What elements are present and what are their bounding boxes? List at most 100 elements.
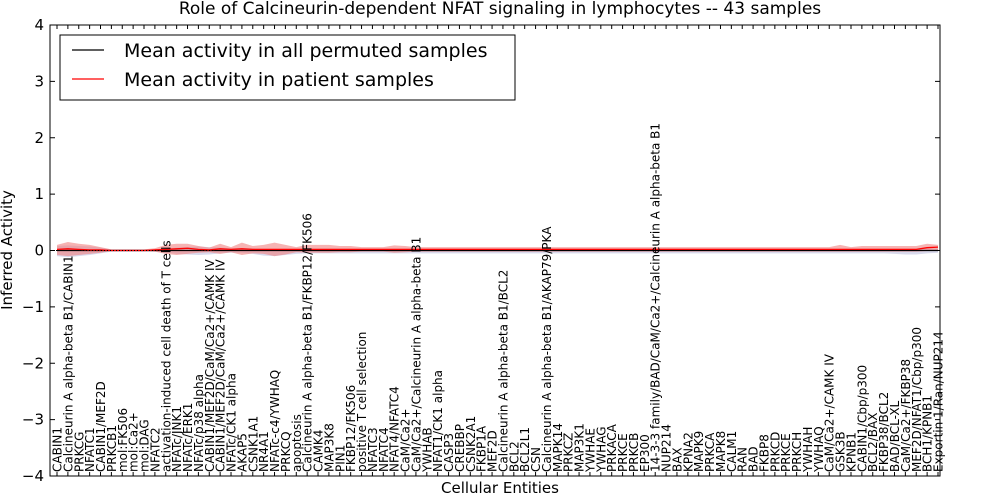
category-label: YWHAG <box>594 426 608 473</box>
category-label: CaM/Ca2+/CAMK IV <box>823 353 837 472</box>
category-label: NFATc/JNK1 <box>170 406 184 472</box>
y-tick-label: 4 <box>34 16 44 34</box>
category-label: RAN <box>736 447 750 472</box>
category-label: CABIN1 <box>51 427 65 472</box>
category-label: YWHAQ <box>812 426 826 473</box>
category-label: MAPK14 <box>551 423 565 472</box>
category-label: CAMK4 <box>312 430 326 472</box>
category-label: MEF2D <box>486 430 500 472</box>
category-label: NR4A1 <box>257 431 271 472</box>
category-label: EP300 <box>638 434 652 472</box>
category-label: PRKCD <box>768 432 782 472</box>
category-label: NFATC3 <box>366 427 380 472</box>
category-label: CABIN1/MEF2D <box>94 381 108 472</box>
category-label: Calcineurin A alpha-beta B1/AKAP79/PKA <box>540 226 554 472</box>
category-label: NFATC4 <box>377 427 391 472</box>
category-label: FKBP8 <box>757 434 771 472</box>
category-label: NFATc/p38 alpha <box>192 374 206 472</box>
category-label: FKBP1A <box>475 425 489 472</box>
category-label: CaM/Ca2+ <box>399 408 413 472</box>
category-label: MAP3K1 <box>573 423 587 472</box>
x-axis-ticks <box>56 25 939 476</box>
category-label: FKBP12/FK506 <box>344 385 358 472</box>
category-label: mol:FK506 <box>116 408 130 472</box>
category-label: apoptosis <box>290 414 304 472</box>
category-label: mol:Ca2+ <box>127 412 141 472</box>
y-tick-label: −1 <box>22 298 44 316</box>
category-label: PRKCG <box>72 432 86 472</box>
category-label: PRKCA <box>703 432 717 472</box>
category-label: NUP214 <box>660 424 674 472</box>
y-tick-label: −4 <box>22 467 44 485</box>
category-label: KPNA2 <box>681 432 695 472</box>
y-tick-label: 0 <box>34 242 44 260</box>
category-label: NFATC2 <box>148 427 162 472</box>
category-label: MAPK8 <box>714 431 728 472</box>
category-label: AKAP5 <box>235 433 249 472</box>
category-label: GSK3B <box>834 431 848 472</box>
legend-label-permuted: Mean activity in all permuted samples <box>124 40 487 62</box>
category-label: CaM/Ca2+/FKBP38 <box>899 359 913 472</box>
y-axis-label: Inferred Activity <box>0 190 16 310</box>
category-label: YWHAH <box>801 427 815 473</box>
category-label: Calcineurin A alpha-beta B1/FKBP12/FK506 <box>301 213 315 472</box>
category-label: MAP3K8 <box>322 423 336 472</box>
category-label: PIN1 <box>333 445 347 472</box>
category-label: mol:DAG <box>138 419 152 472</box>
category-label: MAPK9 <box>692 431 706 472</box>
y-tick-label: 1 <box>34 185 44 203</box>
category-label: CaM/Ca2+/Calcineurin A alpha-beta B1 <box>409 237 423 472</box>
category-label: BCL2 <box>507 441 521 472</box>
category-label: BAD <box>747 446 761 472</box>
category-label: PRKCB1 <box>105 425 119 472</box>
legend: Mean activity in all permuted samples Me… <box>59 34 516 101</box>
y-axis-ticks: 4 3 2 1 0 −1 −2 −3 −4 <box>22 16 940 485</box>
category-label: CABIN1/MEF2D/CaM/Ca2+/CAMK IV <box>214 258 228 472</box>
category-label: Exportin 1/Ran/NUP214 <box>932 331 946 472</box>
category-label: YWHAB <box>420 427 434 473</box>
category-label: PRKCH <box>790 432 804 472</box>
category-label: positive T cell selection <box>355 332 369 472</box>
y-tick-label: −3 <box>22 411 44 429</box>
category-label: PRKCZ <box>562 433 576 472</box>
category-label: CABIN1/MEF2D/CaM/Ca2+/CAMK IV <box>203 258 217 472</box>
category-label: KPNB1 <box>844 432 858 472</box>
category-label: NFAT4/NFATC4 <box>388 386 402 472</box>
category-label: BAX <box>670 447 684 472</box>
legend-label-patient: Mean activity in patient samples <box>124 69 434 91</box>
category-label: NFATc-c4/YWHAQ <box>268 370 282 472</box>
category-label: CABIN1/Cbp/p300 <box>855 365 869 472</box>
category-label: PRKCB <box>627 433 641 472</box>
y-tick-label: −2 <box>22 354 44 372</box>
y-tick-label: 2 <box>34 129 44 147</box>
category-label: Calcineurin A alpha-beta B1/CABIN1 <box>61 255 75 472</box>
category-label: CREBBP <box>453 424 467 472</box>
category-label: CASP3 <box>442 433 456 472</box>
x-axis-label: Cellular Entities <box>441 479 559 497</box>
category-label: PRKCE <box>616 433 630 472</box>
category-label: NFATc/ERK1 <box>181 403 195 472</box>
category-label: FKBP38/BCL2 <box>877 392 891 472</box>
legend-box <box>59 34 516 101</box>
category-label: CSNK1A1 <box>246 416 260 472</box>
category-label: BCL2/BAX <box>866 413 880 472</box>
category-label: PRKCE <box>779 433 793 472</box>
category-label: BCL2L1 <box>518 427 532 472</box>
category-label: PRKACA <box>605 423 619 472</box>
category-label: NFAT1/CK1 alpha <box>431 370 445 472</box>
category-label: CSN <box>529 447 543 472</box>
category-label: activation-induced cell death of T cells <box>159 240 173 472</box>
category-label: PRKCQ <box>279 431 293 472</box>
category-label: CALM1 <box>725 431 739 472</box>
category-label: Calcineurin A alpha-beta B1/BCL2 <box>496 270 510 472</box>
category-label: 14-3-3 family/BAD/CaM/Ca2+/Calcineurin A… <box>649 123 663 472</box>
y-tick-label: 3 <box>34 72 44 90</box>
category-label: BAD/BCL-XL <box>888 400 902 472</box>
category-label: YWHAE <box>583 428 597 473</box>
category-label: BCH1/KPNB1 <box>921 395 935 472</box>
series-line-patient <box>56 246 939 252</box>
category-label: CSNK2A1 <box>464 416 478 472</box>
category-label: MEF2D/NFAT1/Cbp/p300 <box>910 327 924 472</box>
